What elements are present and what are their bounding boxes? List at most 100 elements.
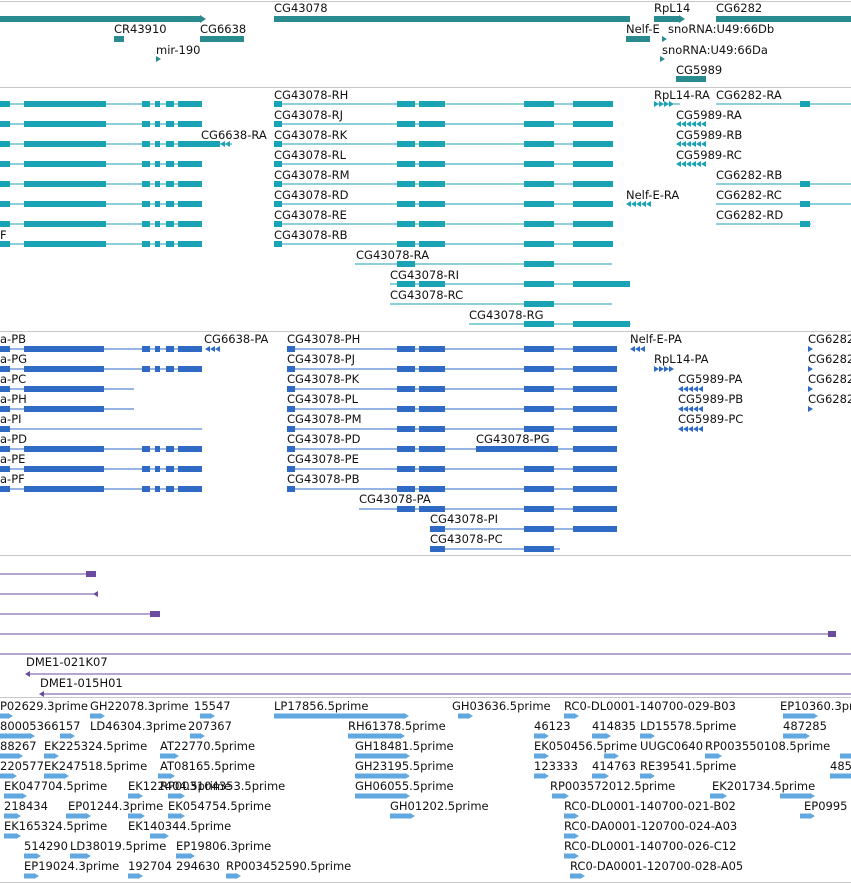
est-label[interactable]: 80005366157 (0, 719, 81, 733)
gene-label[interactable]: mir-190 (156, 43, 201, 57)
est-label[interactable]: AT22770.5prime (160, 739, 256, 753)
protein-label[interactable]: a-PF (0, 472, 25, 486)
transcript-label[interactable]: CG5989-RA (676, 108, 742, 122)
protein-label[interactable]: CG6282 (808, 332, 851, 346)
protein-label[interactable]: CG5989-PB (678, 392, 744, 406)
gene-label[interactable]: CG5989 (676, 63, 723, 77)
protein-label[interactable]: a-PE (0, 452, 26, 466)
est-label[interactable]: GH18481.5prime (355, 739, 454, 753)
transcript-label[interactable]: F (0, 228, 7, 242)
est-label[interactable]: EP19024.3prime (24, 859, 120, 873)
est-label[interactable]: EP0995 (804, 799, 848, 813)
est-label[interactable]: EK201734.5prime (712, 779, 816, 793)
transcript-label[interactable]: CG43078-RA (356, 248, 430, 262)
est-label[interactable]: EK225324.5prime (44, 739, 148, 753)
protein-label[interactable]: a-PG (0, 352, 28, 366)
est-label[interactable]: EP10360.3prime (780, 699, 851, 713)
est-label[interactable]: EK140344.5prime (128, 819, 232, 833)
gene-label[interactable]: snoRNA:U49:66Da (662, 43, 768, 57)
protein-label[interactable]: CG43078-PD (287, 432, 361, 446)
est-label[interactable]: GH23195.5prime (355, 759, 454, 773)
est-label[interactable]: 15547 (194, 699, 231, 713)
transcript-label[interactable]: CG5989-RB (676, 128, 743, 142)
clone-label[interactable]: DME1-021K07 (26, 655, 108, 669)
protein-label[interactable]: CG43078-PC (430, 532, 503, 546)
est-label[interactable]: 46123 (534, 719, 571, 733)
protein-label[interactable]: a-PB (0, 332, 27, 346)
est-label[interactable]: 88267 (0, 739, 37, 753)
transcript-label[interactable]: CG43078-RJ (274, 108, 344, 122)
transcript-label[interactable]: CG5989-RC (676, 148, 742, 162)
est-label[interactable]: LD15578.5prime (640, 719, 737, 733)
protein-label[interactable]: CG43078-PB (287, 472, 360, 486)
est-label[interactable]: GH03636.5prime (452, 699, 551, 713)
est-label[interactable]: 218434 (4, 799, 48, 813)
transcript-label[interactable]: CG43078-RG (469, 308, 544, 322)
transcript-label[interactable]: CG43078-RK (274, 128, 348, 142)
est-label[interactable]: EK054754.5prime (168, 799, 272, 813)
est-label[interactable]: 485463 (830, 759, 851, 773)
transcript-label[interactable]: CG43078-RI (390, 268, 460, 282)
transcript-label[interactable]: CG43078-RL (274, 148, 347, 162)
est-label[interactable]: EP01244.3prime (68, 799, 164, 813)
est-label[interactable]: 414763 (592, 759, 636, 773)
protein-label[interactable]: a-PI (0, 412, 22, 426)
protein-label[interactable]: RpL14-PA (654, 352, 709, 366)
est-label[interactable]: GH01202.5prime (390, 799, 489, 813)
est-label[interactable]: 294630 (176, 859, 220, 873)
est-label[interactable]: EK165324.5prime (4, 819, 108, 833)
est-label[interactable]: 220577 (0, 759, 44, 773)
gene-label[interactable]: CG6638 (200, 22, 247, 36)
est-label[interactable]: RE39541.5prime (640, 759, 737, 773)
protein-label[interactable]: CG43078-PI (430, 512, 499, 526)
gene-label[interactable]: CG6282 (716, 1, 763, 15)
protein-label[interactable]: CG43078-PH (287, 332, 361, 346)
est-label[interactable]: LD46304.3prime (90, 719, 187, 733)
gene-label[interactable]: CR43910 (114, 22, 167, 36)
protein-label[interactable]: CG43078-PK (287, 372, 360, 386)
est-label[interactable]: GH06055.5prime (355, 779, 454, 793)
est-label[interactable]: RP003572012.5prime (550, 779, 676, 793)
est-label[interactable]: RH61378.5prime (348, 719, 446, 733)
est-label[interactable]: EK050456.5prime (534, 739, 638, 753)
protein-label[interactable]: CG6638-PA (204, 332, 269, 346)
est-label[interactable]: P02629.3prime (0, 699, 88, 713)
gene-label[interactable]: RpL14 (654, 1, 691, 15)
est-label[interactable]: 207367 (188, 719, 232, 733)
est-label[interactable]: EK047704.5prime (4, 779, 108, 793)
est-label[interactable]: EK247518.5prime (44, 759, 148, 773)
transcript-label[interactable]: CG43078-RC (390, 288, 464, 302)
transcript-label[interactable]: CG6282-RC (716, 188, 782, 202)
protein-label[interactable]: CG43078-PL (287, 392, 359, 406)
protein-label[interactable]: CG43078-PA (359, 492, 431, 506)
transcript-label[interactable]: CG6282-RB (716, 168, 783, 182)
gene-label[interactable]: CG43078 (274, 1, 328, 15)
protein-label[interactable]: CG43078-PJ (287, 352, 356, 366)
est-label[interactable]: AT08165.5prime (160, 759, 256, 773)
transcript-label[interactable]: RpL14-RA (654, 88, 710, 102)
protein-label[interactable]: CG6282 (808, 372, 851, 386)
est-label[interactable]: RC0-DA0001-120700-028-A05 (570, 859, 744, 873)
est-label[interactable]: RC0-DA0001-120700-024-A03 (564, 819, 738, 833)
est-label[interactable]: RC0-DL0001-140700-029-B03 (564, 699, 736, 713)
transcript-label[interactable]: CG43078-RH (274, 88, 349, 102)
protein-label[interactable]: a-PH (0, 392, 27, 406)
est-label[interactable]: UUGC0640 (640, 739, 704, 753)
est-label[interactable]: 487285 (783, 719, 827, 733)
transcript-label[interactable]: CG6282-RD (716, 208, 784, 222)
transcript-label[interactable]: CG6638-RA (201, 128, 267, 142)
protein-label[interactable]: CG6282 (808, 352, 851, 366)
protein-label[interactable]: a-PD (0, 432, 27, 446)
est-label[interactable]: EP19806.3prime (176, 839, 272, 853)
est-label[interactable]: GH22078.3prime (90, 699, 189, 713)
protein-label[interactable]: CG6282 (808, 392, 851, 406)
gene-label[interactable]: Nelf-E (626, 22, 660, 36)
transcript-label[interactable]: CG6282-RA (716, 88, 782, 102)
gene-label[interactable]: snoRNA:U49:66Db (668, 22, 775, 36)
protein-label[interactable]: CG43078-PG (476, 432, 550, 446)
protein-label[interactable]: CG43078-PE (287, 452, 359, 466)
est-label[interactable]: RP003452590.5prime (226, 859, 352, 873)
est-label[interactable]: RP003550108.5prime (705, 739, 831, 753)
protein-label[interactable]: Nelf-E-PA (630, 332, 682, 346)
est-label[interactable]: 514290 (24, 839, 68, 853)
